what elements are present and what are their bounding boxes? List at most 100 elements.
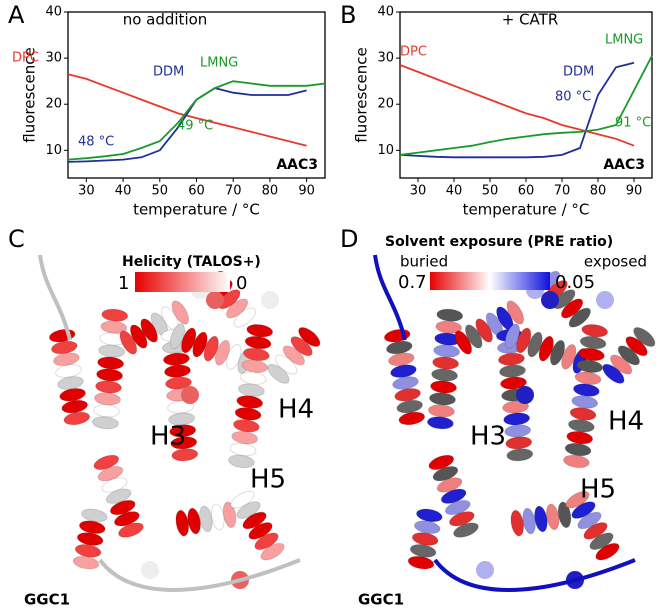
- protein-label: GGC1: [24, 591, 70, 609]
- y-tick-label: 40: [377, 5, 394, 20]
- helix-turn: [564, 442, 592, 457]
- helix-turn: [237, 383, 265, 397]
- series-line: [399, 55, 653, 156]
- helix-turn: [95, 380, 122, 394]
- helix-turn: [568, 307, 591, 328]
- helix-turn: [225, 298, 249, 319]
- series-label: DDM: [153, 65, 184, 80]
- series-line: [399, 64, 635, 147]
- residue-sphere: [541, 291, 559, 309]
- y-tick-label: 10: [377, 143, 394, 158]
- helix-turn: [246, 323, 274, 338]
- helix-turn: [236, 395, 264, 409]
- helix-turn: [579, 335, 607, 350]
- helix-turn: [433, 344, 461, 358]
- helix: [407, 508, 443, 570]
- x-axis-label: temperature / °C: [133, 201, 260, 219]
- x-tick-label: 90: [298, 184, 315, 199]
- helix-turn: [96, 368, 124, 382]
- panel-letter: D: [340, 225, 358, 253]
- helix-turn: [80, 508, 108, 523]
- series-label: DDM: [563, 65, 594, 80]
- helix-turn: [426, 416, 454, 430]
- helix-turn: [522, 507, 536, 535]
- helix-turn: [571, 395, 599, 409]
- helix-turn: [109, 499, 136, 516]
- series-line: [399, 61, 635, 159]
- series-line: [67, 80, 326, 161]
- helix-turn: [430, 380, 457, 394]
- annotation: 80 °C: [555, 90, 591, 105]
- helix-label: H3: [150, 422, 186, 452]
- annotation: 91 °C: [615, 116, 651, 131]
- helix-label: H3: [470, 422, 506, 452]
- y-tick-label: 30: [377, 51, 394, 66]
- helix-turn: [545, 503, 560, 531]
- helix-turn: [429, 392, 456, 406]
- protein-label: GGC1: [358, 591, 404, 609]
- helix-turn: [595, 542, 620, 561]
- helix-turn: [407, 555, 435, 570]
- scale-title: Solvent exposure (PRE ratio): [385, 234, 613, 250]
- helix-turn: [72, 555, 100, 570]
- helix-turn: [239, 371, 267, 385]
- helix-turn: [170, 436, 198, 450]
- x-tick-label: 30: [410, 184, 427, 199]
- helix-turn: [527, 331, 543, 358]
- helix-turn: [538, 335, 554, 362]
- helix-label: H4: [278, 395, 314, 425]
- helix-turn: [562, 454, 590, 469]
- helix: [175, 501, 237, 537]
- x-tick-label: 30: [78, 184, 95, 199]
- y-tick-label: 20: [45, 97, 62, 112]
- helix-turn: [409, 544, 437, 558]
- color-bar: [135, 272, 230, 292]
- helix: [562, 323, 609, 469]
- helix-turn: [561, 343, 577, 370]
- helix-turn: [413, 520, 441, 535]
- helix-label: H5: [580, 475, 616, 505]
- helix-turn: [98, 344, 126, 358]
- helix-turn: [497, 352, 525, 366]
- scale-max: 0.05: [555, 272, 595, 293]
- annotation: 48 °C: [78, 135, 114, 150]
- helix: [565, 490, 620, 561]
- helix-turn: [101, 477, 128, 493]
- helix-turn: [267, 363, 290, 384]
- helix-turn: [94, 392, 121, 406]
- panel-letter: A: [8, 1, 25, 29]
- helix: [93, 454, 144, 538]
- annotation: 49 °C: [177, 119, 213, 134]
- helix-turn: [427, 404, 455, 418]
- coil: [38, 254, 301, 592]
- helix-turn: [199, 505, 213, 533]
- helix-turn: [572, 383, 600, 397]
- series-label: LMNG: [605, 33, 643, 48]
- residue-sphere: [596, 291, 614, 309]
- helix-turn: [214, 339, 231, 366]
- helix-label: H5: [250, 465, 286, 495]
- helix-turn: [162, 352, 190, 366]
- helix-turn: [571, 501, 596, 519]
- helix: [72, 508, 108, 570]
- helix: [383, 328, 426, 426]
- x-tick-label: 60: [518, 184, 535, 199]
- residue-sphere: [181, 386, 199, 404]
- helix-turn: [394, 387, 421, 402]
- helix-turn: [453, 522, 479, 538]
- residue-sphere: [141, 561, 159, 579]
- helix-turn: [187, 507, 201, 535]
- helix-turn: [499, 364, 526, 378]
- y-axis-label: fluorescence: [21, 47, 39, 142]
- helix: [267, 326, 321, 384]
- helix-turn: [602, 363, 625, 384]
- panel-letter: C: [8, 225, 25, 253]
- helix: [428, 454, 479, 538]
- helix-turn: [569, 407, 597, 421]
- protein-structures: [38, 254, 656, 592]
- helix-turn: [118, 522, 144, 538]
- helix-turn: [230, 490, 255, 509]
- helix-turn: [192, 331, 208, 358]
- residue-sphere: [261, 291, 279, 309]
- x-tick-label: 40: [446, 184, 463, 199]
